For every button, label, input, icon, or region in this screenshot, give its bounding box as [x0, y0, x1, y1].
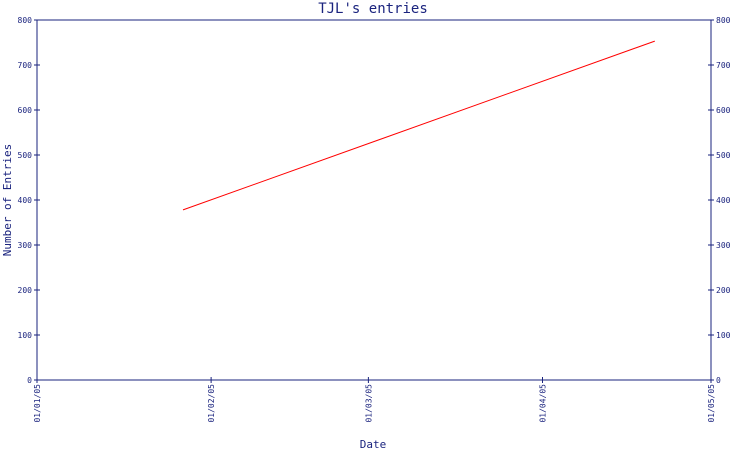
y-tick-right-label: 100	[716, 331, 731, 340]
y-tick-left-label: 100	[18, 331, 33, 340]
y-tick-right-label: 600	[716, 106, 731, 115]
chart-title: TJL's entries	[318, 1, 428, 17]
series-line	[182, 40, 655, 211]
y-tick-left-label: 200	[18, 286, 33, 295]
series-layer	[182, 40, 655, 211]
y-tick-left-label: 300	[18, 241, 33, 250]
y-tick-right-label: 0	[716, 376, 721, 385]
plot-area-frame	[36, 19, 712, 381]
y-tick-left-label: 800	[18, 16, 33, 25]
x-tick-label: 01/01/05	[33, 384, 42, 423]
y-tick-left-label: 400	[18, 196, 33, 205]
x-tick-label: 01/04/05	[539, 384, 548, 423]
x-axis: 01/01/05 01/02/05 01/03/05 01/04/05 01/05/05	[33, 377, 716, 423]
y-tick-right-label: 200	[716, 286, 731, 295]
x-axis-label: Date	[360, 438, 387, 450]
y-tick-right-label: 300	[716, 241, 731, 250]
x-tick-label: 01/02/05	[207, 384, 216, 423]
y-tick-left-label: 0	[27, 376, 32, 385]
y-tick-left-label: 500	[18, 151, 33, 160]
y-tick-right-label: 400	[716, 196, 731, 205]
x-tick-label: 01/03/05	[364, 384, 373, 423]
y-tick-right-label: 800	[716, 16, 731, 25]
y-axis-left: 0 100 200 300 400 500 600 700 800	[18, 16, 40, 385]
y-tick-right-label: 700	[716, 61, 731, 70]
y-axis-label: Number of Entries	[1, 144, 14, 257]
y-tick-left-label: 700	[18, 61, 33, 70]
x-tick-label: 01/05/05	[707, 384, 716, 423]
y-tick-left-label: 600	[18, 106, 33, 115]
y-tick-right-label: 500	[716, 151, 731, 160]
